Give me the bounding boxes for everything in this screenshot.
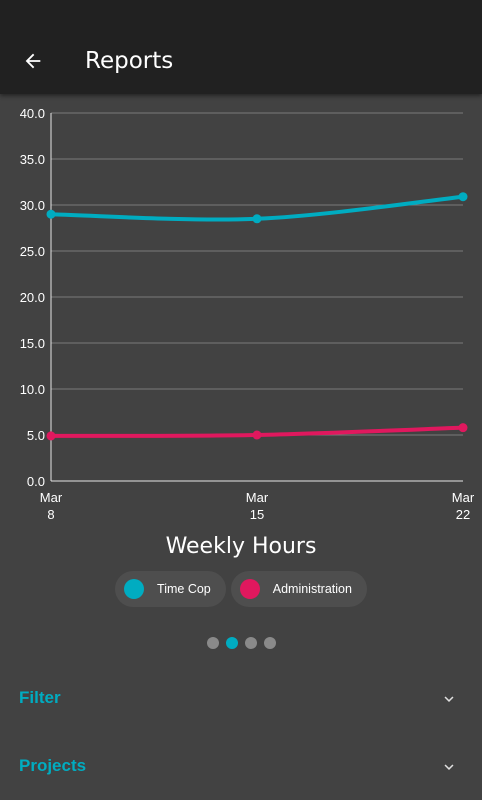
- y-tick-label: 25.0: [20, 244, 45, 259]
- chevron-down-icon: [444, 696, 454, 702]
- y-tick-label: 5.0: [27, 428, 45, 443]
- x-tick-label: Mar 22: [452, 490, 475, 522]
- chevron-down-icon: [444, 764, 454, 770]
- y-tick-label: 30.0: [20, 198, 45, 213]
- y-tick-label: 10.0: [20, 382, 45, 397]
- page-title: Reports: [85, 48, 174, 74]
- data-point: [252, 214, 262, 224]
- y-tick-label: 15.0: [20, 336, 45, 351]
- y-tick-label: 20.0: [20, 290, 45, 305]
- x-tick-label: Mar 15: [246, 490, 269, 522]
- projects-section[interactable]: Projects: [0, 738, 482, 798]
- app-bar: Reports: [0, 0, 482, 94]
- legend-label: Time Cop: [157, 582, 211, 596]
- chart-legend: Time Cop Administration: [0, 571, 482, 607]
- page-dot-active[interactable]: [225, 637, 238, 649]
- legend-dot-icon: [124, 579, 145, 599]
- arrow-back-icon: [25, 53, 41, 69]
- filter-section[interactable]: Filter: [0, 670, 482, 730]
- legend-chip-time-cop[interactable]: Time Cop: [115, 571, 226, 607]
- page-dot[interactable]: [244, 637, 257, 649]
- y-tick-label: 0.0: [27, 474, 45, 489]
- legend-dot-icon: [239, 579, 260, 599]
- weekly-hours-chart: 0.0 5.0 10.0 15.0 20.0 25.0 30.0 35.0 40.0 Mar 8 Ma…: [20, 106, 475, 522]
- data-point: [46, 431, 56, 441]
- filter-label: Filter: [19, 688, 61, 707]
- projects-label: Projects: [19, 756, 87, 775]
- page-indicator: [0, 637, 482, 649]
- legend-chip-administration[interactable]: Administration: [230, 571, 367, 607]
- y-tick-label: 35.0: [20, 152, 45, 167]
- data-point: [46, 209, 56, 219]
- page-dot[interactable]: [206, 637, 219, 649]
- legend-label: Administration: [272, 582, 352, 596]
- x-tick-label: Mar 8: [40, 490, 63, 522]
- data-point: [458, 423, 468, 433]
- data-point: [252, 430, 262, 440]
- page-dot[interactable]: [263, 637, 276, 649]
- y-tick-label: 40.0: [20, 106, 45, 121]
- back-button[interactable]: [14, 44, 52, 78]
- data-point: [458, 192, 468, 202]
- chart-title: Weekly Hours: [165, 534, 317, 559]
